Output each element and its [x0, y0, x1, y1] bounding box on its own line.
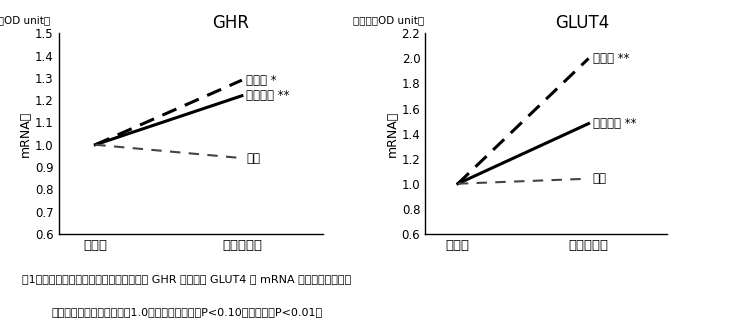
Title: GHR: GHR — [212, 14, 248, 32]
Y-axis label: mRNA量: mRNA量 — [386, 111, 399, 157]
Text: 胸最長筋 **: 胸最長筋 ** — [246, 89, 290, 102]
Title: GLUT4: GLUT4 — [555, 14, 610, 32]
Text: 菱形筋 *: 菱形筋 * — [246, 74, 277, 87]
Text: （単位：OD unit）: （単位：OD unit） — [0, 15, 51, 25]
Text: 胸最長筋 **: 胸最長筋 ** — [592, 117, 636, 130]
Text: 菱形筋 **: 菱形筋 ** — [592, 52, 629, 65]
Text: 図1　飼料中のリジン含量が筋肉における GHR ならびに GLUT4 の mRNA 量に及ぼす影響。: 図1 飼料中のリジン含量が筋肉における GHR ならびに GLUT4 の mRN… — [22, 274, 351, 284]
Y-axis label: mRNA量: mRNA量 — [19, 111, 32, 157]
Text: 心筋: 心筋 — [592, 172, 606, 185]
Text: 心筋: 心筋 — [246, 152, 260, 165]
Text: それぞれ対照区の平均値を1.0として表示。＊；P<0.10，　＊＊；P<0.01。: それぞれ対照区の平均値を1.0として表示。＊；P<0.10， ＊＊；P<0.01… — [51, 307, 323, 317]
Text: （単位：OD unit）: （単位：OD unit） — [353, 15, 424, 25]
